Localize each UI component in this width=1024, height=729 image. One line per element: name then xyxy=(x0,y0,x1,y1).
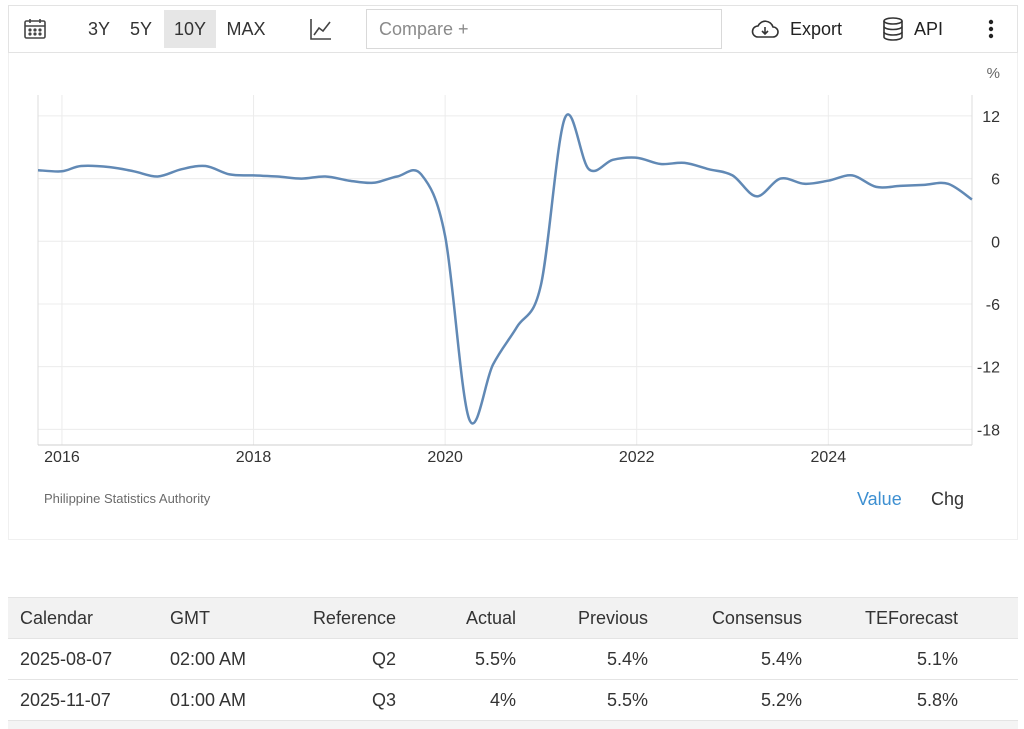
table-row xyxy=(8,720,1018,729)
more-vertical-icon[interactable] xyxy=(987,18,995,40)
range-5y-button[interactable]: 5Y xyxy=(129,19,153,39)
cell-gmt: 01:00 AM xyxy=(170,679,302,721)
range-3y-button[interactable]: 3Y xyxy=(87,19,111,39)
header-reference: Reference xyxy=(302,597,426,639)
x-tick-label: 2020 xyxy=(427,449,463,466)
cell-teforecast: 5.8% xyxy=(828,679,1018,721)
cell-date: 2025-11-07 xyxy=(8,679,170,721)
value-toggle[interactable]: Value xyxy=(857,489,902,509)
table-row: 2025-11-07 01:00 AM Q3 4% 5.5% 5.2% 5.8% xyxy=(8,679,1018,721)
chart-panel xyxy=(8,53,1018,540)
range-max-button[interactable]: MAX xyxy=(226,19,266,39)
header-teforecast: TEForecast xyxy=(828,597,1018,639)
cell-teforecast: 5.1% xyxy=(828,638,1018,680)
y-axis-unit-label: % xyxy=(987,65,1000,82)
x-tick-label: 2022 xyxy=(619,449,655,466)
cell-consensus: 5.4% xyxy=(676,638,828,680)
series-line xyxy=(37,113,973,425)
calendar-icon[interactable] xyxy=(23,17,47,41)
x-tick-label: 2024 xyxy=(811,449,847,466)
api-button[interactable]: API xyxy=(882,10,943,48)
cell-actual: 4% xyxy=(426,679,546,721)
table-header-row: Calendar GMT Reference Actual Previous C… xyxy=(8,597,1018,639)
header-calendar: Calendar xyxy=(8,597,170,639)
cell-consensus: 5.2% xyxy=(676,679,828,721)
cell-gmt: 02:00 AM xyxy=(170,638,302,680)
y-tick-label: -6 xyxy=(986,297,1000,314)
y-tick-label: -12 xyxy=(977,360,1000,377)
chg-toggle[interactable]: Chg xyxy=(931,489,965,509)
x-tick-label: 2016 xyxy=(44,449,80,466)
chart-source: Philippine Statistics Authority xyxy=(44,491,211,506)
cell-reference: Q2 xyxy=(302,638,426,680)
cell-date: 2025-08-07 xyxy=(8,638,170,680)
chart-toolbar: 3Y 5Y 10Y MAX Export API xyxy=(8,5,1018,53)
line-chart-icon[interactable] xyxy=(309,17,333,41)
api-label: API xyxy=(914,18,944,39)
x-tick-label: 2018 xyxy=(236,449,272,466)
cell-reference: Q3 xyxy=(302,679,426,721)
header-gmt: GMT xyxy=(170,597,302,639)
export-label: Export xyxy=(790,18,843,39)
table-row: 2025-08-07 02:00 AM Q2 5.5% 5.4% 5.4% 5.… xyxy=(8,638,1018,680)
y-tick-label: 12 xyxy=(982,109,1000,126)
gdp-growth-line-chart: % 12 6 0 -6 -12 -18 2016 2018 2020 2022 2024 xyxy=(37,65,1000,466)
cloud-download-icon xyxy=(751,20,779,38)
range-10y-button[interactable]: 10Y xyxy=(164,10,216,48)
header-previous: Previous xyxy=(546,597,676,639)
cell-previous: 5.5% xyxy=(546,679,676,721)
header-consensus: Consensus xyxy=(676,597,828,639)
y-tick-label: -18 xyxy=(977,422,1000,439)
cell-actual: 5.5% xyxy=(426,638,546,680)
export-button[interactable]: Export xyxy=(750,10,842,48)
y-tick-label: 0 xyxy=(991,234,1000,251)
database-icon xyxy=(883,17,903,41)
cell-previous: 5.4% xyxy=(546,638,676,680)
table-footer-strip xyxy=(8,720,1018,729)
y-tick-label: 6 xyxy=(991,172,1000,189)
calendar-table: Calendar GMT Reference Actual Previous C… xyxy=(8,597,1018,729)
compare-input[interactable] xyxy=(366,9,722,49)
header-actual: Actual xyxy=(426,597,546,639)
